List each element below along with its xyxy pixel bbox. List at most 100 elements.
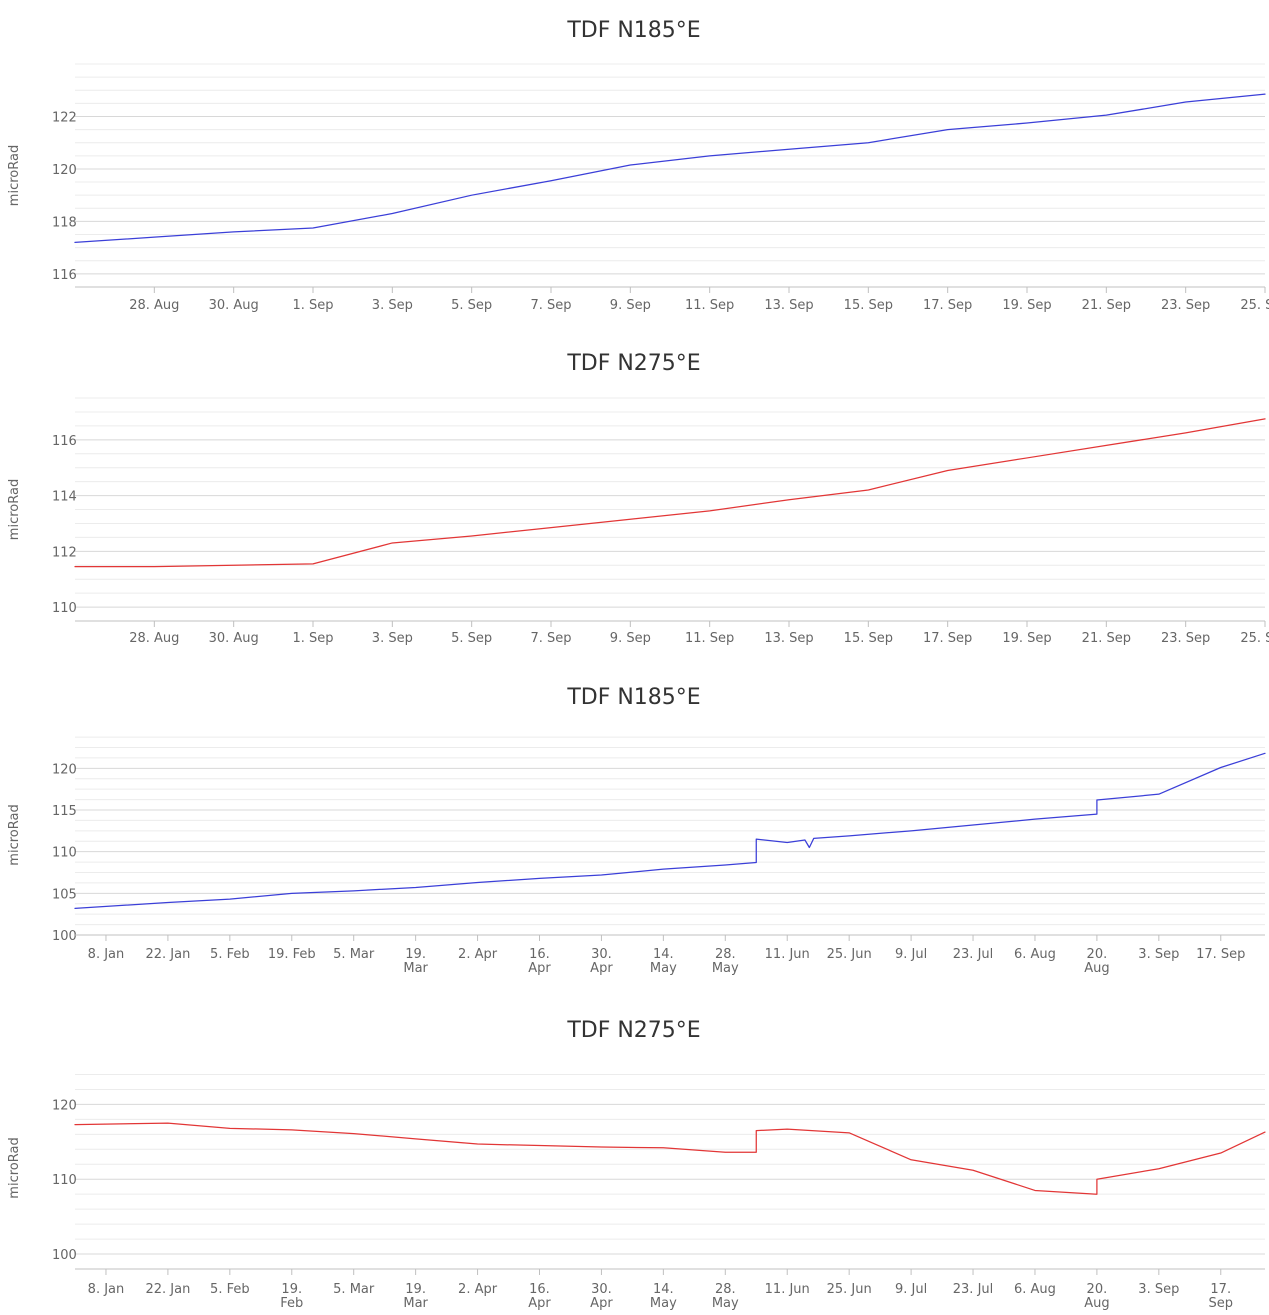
x-tick-label: 3. Sep	[1138, 947, 1179, 962]
chart-4: TDF N275°E microRad 100 110 120 8. Jan 22. Jan…	[7, 1018, 1266, 1311]
y-tick-label: 110	[52, 846, 77, 861]
y-tick-label: 118	[52, 215, 77, 230]
x-tick-label: 20. Aug	[1084, 947, 1109, 976]
x-tick-label: 9. Jul	[895, 947, 927, 962]
y-tick-label: 120	[52, 163, 77, 178]
x-tick-label: 16. Apr	[528, 1282, 551, 1311]
y-tick-label: 110	[52, 1173, 77, 1188]
x-tick-label: 5. Feb	[210, 947, 250, 962]
y-tick-label: 116	[52, 268, 77, 283]
x-tick-label: 30. Aug	[209, 298, 259, 313]
x-tick-label: 23. Sep	[1161, 631, 1210, 646]
x-tick-label: 7. Sep	[530, 631, 571, 646]
x-tick-label: 19. Mar	[403, 1282, 428, 1311]
x-tick-label: 5. Feb	[210, 1282, 250, 1297]
y-tick-label: 115	[52, 804, 77, 819]
y-tick-label: 110	[52, 601, 77, 616]
x-tick-label: 11. Sep	[685, 631, 734, 646]
x-tick-label: 9. Sep	[610, 298, 651, 313]
x-tick-label: 14. May	[650, 1282, 677, 1311]
x-tick-label: 19. Feb	[280, 1282, 303, 1311]
series-line	[74, 1122, 1266, 1195]
x-tick-label: 8. Jan	[88, 1282, 125, 1297]
y-tick-label: 112	[52, 545, 77, 560]
x-tick-label: 1. Sep	[292, 631, 333, 646]
x-tick-label: 7. Sep	[530, 298, 571, 313]
x-tick-label: 11. Jun	[765, 1282, 810, 1297]
x-tick-label: 19. Mar	[403, 947, 428, 976]
x-tick-label: 17. Sep	[1196, 947, 1245, 962]
x-tick-label: 9. Sep	[610, 631, 651, 646]
x-tick-label: 23. Jul	[953, 1282, 994, 1297]
x-tick-label: 3. Sep	[372, 631, 413, 646]
x-tick-label: 6. Aug	[1014, 947, 1056, 962]
x-tick-label: 15. Sep	[844, 298, 893, 313]
x-tick-label: 28. Aug	[129, 298, 179, 313]
x-tick-label: 13. Sep	[764, 631, 813, 646]
x-tick-label: 5. Sep	[451, 631, 492, 646]
y-tick-label: 100	[52, 929, 77, 944]
x-tick-label: 22. Jan	[145, 947, 190, 962]
x-tick-label: 9. Jul	[895, 1282, 927, 1297]
x-tick-label: 8. Jan	[88, 947, 125, 962]
chart-2: TDF N275°E microRad 110 112 114 116 28. Aug 30.…	[7, 351, 1269, 646]
y-tick-label: 120	[52, 762, 77, 777]
x-tick-label: 23. Jul	[953, 947, 994, 962]
x-tick-label: 28. Aug	[129, 631, 179, 646]
x-tick-label: 21. Sep	[1082, 631, 1131, 646]
y-tick-label: 122	[52, 110, 77, 125]
x-tick-label: 19. Sep	[1002, 631, 1051, 646]
y-axis-label: microRad	[7, 1137, 22, 1198]
x-tick-label: 2. Apr	[458, 1282, 498, 1297]
y-tick-label: 105	[52, 887, 77, 902]
chart-1: TDF N185°E microRad 116 118 120 122 28. Aug 30.…	[7, 18, 1269, 313]
x-tick-label: 22. Jan	[145, 1282, 190, 1297]
series-line	[74, 752, 1266, 909]
x-tick-label: 20. Aug	[1084, 1282, 1109, 1311]
chart-title: TDF N185°E	[566, 685, 700, 710]
x-tick-label: 28. May	[712, 947, 739, 976]
x-tick-label: 5. Mar	[333, 1282, 375, 1297]
chart-title: TDF N185°E	[566, 18, 700, 43]
x-tick-label: 30. Apr	[590, 947, 613, 976]
x-tick-label: 28. May	[712, 1282, 739, 1311]
x-tick-label: 5. Sep	[451, 298, 492, 313]
chart-3: TDF N185°E microRad 100 105 110 115 120 8. Jan 2…	[7, 685, 1266, 976]
y-axis-label: microRad	[7, 145, 22, 206]
x-tick-label: 13. Sep	[764, 298, 813, 313]
x-tick-label: 19. Feb	[268, 947, 316, 962]
x-tick-label: 25. Jun	[827, 1282, 872, 1297]
y-axis-label: microRad	[7, 804, 22, 865]
x-tick-label: 11. Jun	[765, 947, 810, 962]
x-tick-label: 25. Sep	[1240, 298, 1269, 313]
x-tick-label: 15. Sep	[844, 631, 893, 646]
x-tick-label: 5. Mar	[333, 947, 375, 962]
y-tick-label: 116	[52, 434, 77, 449]
x-tick-label: 17. Sep	[923, 298, 972, 313]
x-tick-label: 17. Sep	[923, 631, 972, 646]
y-tick-label: 114	[52, 490, 77, 505]
x-tick-label: 30. Apr	[590, 1282, 613, 1311]
x-tick-label: 25. Sep	[1240, 631, 1269, 646]
x-tick-label: 14. May	[650, 947, 677, 976]
x-tick-label: 11. Sep	[685, 298, 734, 313]
chart-title: TDF N275°E	[566, 351, 700, 376]
x-tick-label: 30. Aug	[209, 631, 259, 646]
y-axis-label: microRad	[7, 479, 22, 540]
x-tick-label: 16. Apr	[528, 947, 551, 976]
chart-title: TDF N275°E	[566, 1018, 700, 1043]
x-tick-label: 2. Apr	[458, 947, 498, 962]
series-line	[74, 418, 1266, 568]
y-tick-label: 100	[52, 1248, 77, 1263]
x-tick-label: 17. Sep	[1209, 1282, 1234, 1311]
y-tick-label: 120	[52, 1098, 77, 1113]
x-tick-label: 6. Aug	[1014, 1282, 1056, 1297]
x-tick-label: 19. Sep	[1002, 298, 1051, 313]
x-tick-label: 3. Sep	[372, 298, 413, 313]
x-tick-label: 23. Sep	[1161, 298, 1210, 313]
x-tick-label: 1. Sep	[292, 298, 333, 313]
series-line	[74, 93, 1266, 244]
x-tick-label: 25. Jun	[827, 947, 872, 962]
x-tick-label: 3. Sep	[1138, 1282, 1179, 1297]
